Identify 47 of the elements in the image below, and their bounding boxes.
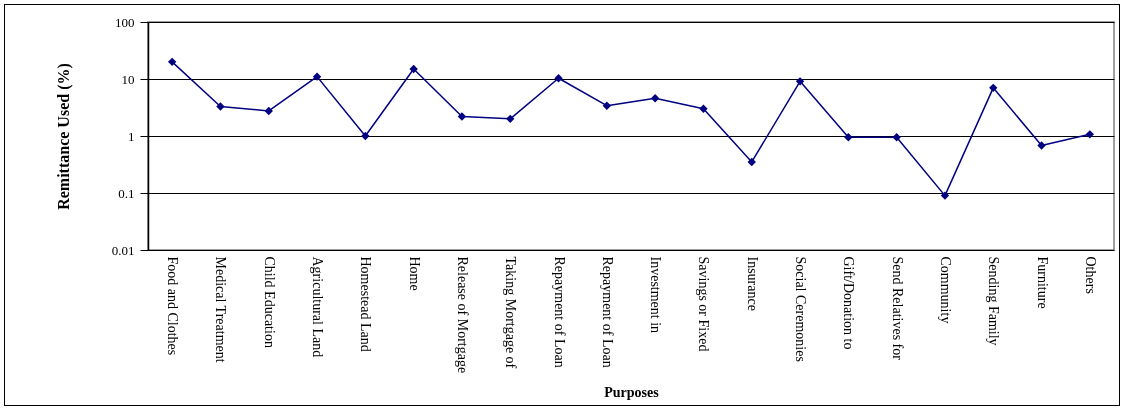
point: [554, 74, 563, 83]
x-tick-label: Homestead Land: [358, 256, 374, 352]
y-tick-label: 100: [115, 14, 135, 30]
point: [989, 83, 998, 93]
x-tick-label: Others: [1082, 256, 1098, 294]
point: [167, 57, 177, 67]
y-tick-label: 1: [128, 128, 135, 144]
point: [892, 133, 901, 142]
point: [650, 94, 660, 103]
point: [699, 104, 708, 113]
y-tick-label: 0.01: [111, 242, 135, 258]
x-tick-label: Community: [937, 256, 953, 324]
x-tick-label: Investment in: [648, 256, 664, 334]
y-tick-label: 0.1: [118, 185, 135, 201]
x-tick-label: Release of Mortgage: [454, 256, 470, 374]
x-tick-label: Savings or Fixed: [696, 256, 712, 352]
point: [361, 131, 370, 141]
point: [844, 133, 853, 142]
x-tick-label: Food and Clothes: [165, 256, 181, 356]
x-tick-label: Taking Mortgage of: [503, 256, 519, 369]
x-tick-label: Furniture: [1034, 256, 1050, 309]
x-axis-title: Purposes: [604, 384, 660, 400]
point: [506, 114, 515, 124]
point: [409, 64, 418, 74]
x-tick-label: Home: [406, 256, 422, 291]
x-tick-label: Child Education: [261, 256, 277, 348]
point: [457, 112, 467, 121]
point: [216, 102, 225, 111]
x-tick-label: Repayment of Loan: [551, 256, 567, 368]
x-tick-label: Gift/Donation to: [841, 256, 857, 350]
point: [602, 101, 612, 110]
point: [940, 191, 950, 200]
x-tick-label: Repayment of Loan: [599, 256, 615, 368]
point: [264, 106, 273, 116]
x-tick-label: Sending Family: [986, 256, 1002, 346]
point: [312, 72, 322, 81]
x-tick-label: Agricultural Land: [310, 256, 326, 358]
point: [1085, 130, 1095, 139]
x-tick-label: Send Relatives for: [889, 256, 905, 361]
x-tick-label: Medical Treatment: [213, 256, 229, 363]
y-tick-label: 10: [121, 71, 135, 87]
point: [1037, 141, 1046, 150]
point: [795, 77, 805, 86]
x-tick-label: Insurance: [744, 256, 760, 311]
point: [747, 157, 756, 167]
x-tick-label: Social Ceremonies: [793, 256, 809, 362]
y-axis-title: Remittance Used (%): [54, 63, 73, 210]
